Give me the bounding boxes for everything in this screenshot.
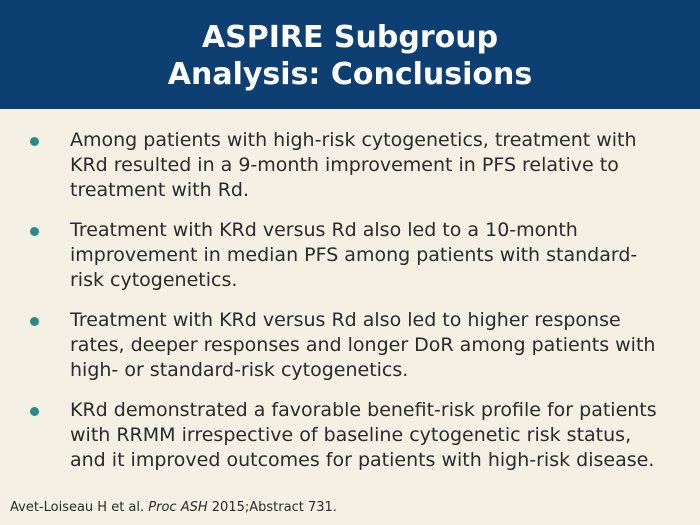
bullet-text: Among patients with high-risk cytogeneti… xyxy=(70,129,637,201)
slide-title-line-1: ASPIRE Subgroup xyxy=(201,19,499,55)
bullet-text: Treatment with KRd versus Rd also led to… xyxy=(70,309,656,381)
list-item: KRd demonstrated a favorable benefit-ris… xyxy=(28,398,668,473)
bullet-dot-icon xyxy=(30,407,39,416)
slide-title-line-2: Analysis: Conclusions xyxy=(167,56,533,92)
bullet-text: KRd demonstrated a favorable benefit-ris… xyxy=(70,399,657,471)
list-item: Treatment with KRd versus Rd also led to… xyxy=(28,218,668,293)
list-item: Among patients with high-risk cytogeneti… xyxy=(28,128,668,203)
citation-journal: Proc ASH xyxy=(148,500,208,515)
citation-details: 2015;Abstract 731. xyxy=(211,500,337,515)
bullet-text: Treatment with KRd versus Rd also led to… xyxy=(70,219,638,291)
citation-authors: Avet-Loiseau H et al. xyxy=(10,500,145,515)
bullet-dot-icon xyxy=(30,317,39,326)
slide-title: ASPIRE Subgroup Analysis: Conclusions xyxy=(168,19,532,93)
conclusions-list: Among patients with high-risk cytogeneti… xyxy=(28,128,668,488)
title-banner: ASPIRE Subgroup Analysis: Conclusions xyxy=(0,0,700,109)
list-item: Treatment with KRd versus Rd also led to… xyxy=(28,308,668,383)
citation: Avet-Loiseau H et al. Proc ASH 2015;Abst… xyxy=(10,500,337,516)
bullet-dot-icon xyxy=(30,137,39,146)
bullet-dot-icon xyxy=(30,227,39,236)
